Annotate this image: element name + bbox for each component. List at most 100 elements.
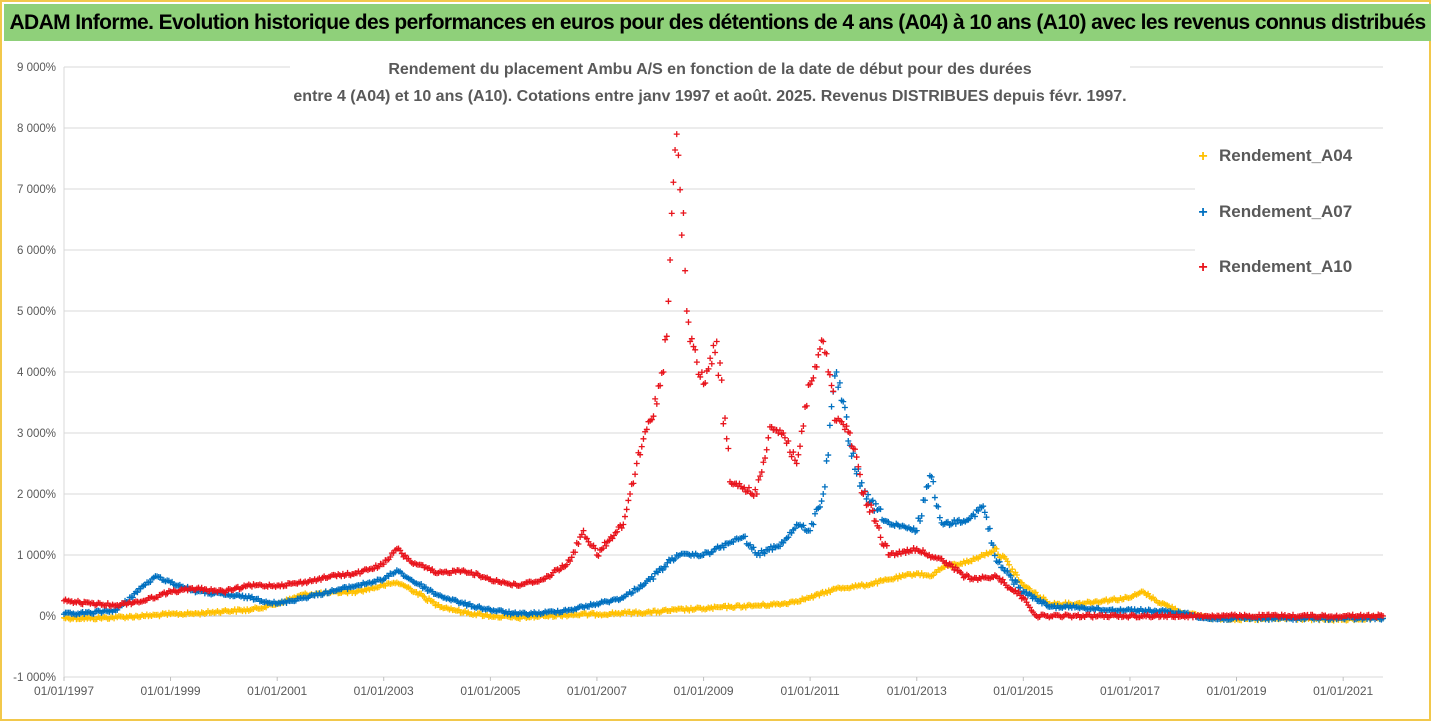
data-point: [726, 539, 733, 546]
series-rendement_a10: [61, 131, 1386, 621]
scatter-mark: [129, 594, 136, 601]
legend-label-a07: Rendement_A07: [1219, 202, 1353, 221]
scatter-mark: [747, 541, 754, 548]
data-point: [540, 576, 547, 583]
data-point: [967, 576, 974, 583]
scatter-mark: [675, 152, 682, 159]
report-banner: ADAM Informe. Evolution historique des p…: [4, 4, 1431, 41]
data-point: [980, 503, 987, 510]
scatter-mark: [697, 373, 704, 380]
data-point: [620, 594, 627, 601]
data-point: [433, 570, 440, 577]
scatter-mark: [869, 497, 876, 504]
data-point: [353, 582, 360, 589]
data-point: [114, 614, 121, 621]
scatter-mark: [952, 564, 959, 571]
data-point: [567, 606, 574, 613]
scatter-mark: [654, 569, 661, 576]
scatter-mark: [826, 371, 833, 378]
scatter-mark: [944, 518, 951, 525]
scatter-mark: [851, 446, 858, 453]
scatter-mark: [761, 550, 768, 557]
scatter-mark: [693, 359, 700, 366]
data-point: [673, 552, 680, 558]
scatter-mark: [996, 575, 1003, 582]
data-point: [593, 600, 600, 607]
data-point: [780, 600, 787, 607]
data-point: [740, 533, 747, 540]
scatter-mark: [831, 372, 838, 379]
scatter-mark: [752, 486, 759, 493]
scatter-mark: [1010, 581, 1017, 588]
scatter-mark: [625, 497, 632, 504]
data-point: [407, 585, 414, 592]
data-point: [780, 539, 787, 546]
gridlines: [63, 66, 1383, 678]
scatter-mark: [777, 543, 784, 550]
scatter-mark: [823, 350, 830, 357]
legend: + Rendement_A04 + Rendement_A07 + Rendement…: [1195, 138, 1385, 288]
scatter-mark: [795, 451, 802, 458]
data-point: [1126, 606, 1133, 613]
scatter-mark: [1028, 592, 1035, 599]
data-point: [993, 545, 1000, 552]
scatter-mark: [643, 426, 650, 433]
data-point: [940, 564, 947, 571]
scatter-mark: [921, 497, 928, 504]
y-tick-label: -1 000%: [13, 672, 56, 684]
scatter-mark: [952, 520, 959, 527]
scatter-mark: [816, 345, 823, 352]
scatter-mark: [872, 500, 879, 507]
data-point: [300, 594, 307, 601]
scatter-mark: [975, 508, 982, 515]
data-point: [793, 460, 800, 467]
scatter-mark: [763, 446, 770, 453]
scatter-mark: [769, 546, 776, 553]
data-point: [673, 131, 680, 138]
scatter-mark: [845, 437, 852, 444]
data-point: [647, 609, 654, 616]
data-point: [61, 597, 67, 604]
scatter-mark: [418, 581, 425, 588]
chart-title: Rendement du placement Ambu A/S en fonct…: [290, 56, 1130, 110]
scatter-mark: [930, 478, 937, 485]
data-point: [886, 576, 893, 583]
data-point: [1153, 597, 1160, 604]
data-point: [393, 567, 400, 574]
scatter-mark: [1009, 566, 1016, 573]
data-point: [220, 588, 227, 595]
y-tick-label: 7 000%: [17, 184, 56, 196]
scatter-mark: [664, 559, 671, 566]
scatter-mark: [147, 578, 154, 585]
legend-item-a10: + Rendement_A10: [1195, 253, 1352, 281]
scatter-mark: [638, 443, 645, 450]
data-point: [274, 582, 281, 589]
scatter-mark: [812, 510, 819, 517]
scatter-mark: [1013, 572, 1020, 579]
scatter-mark: [760, 459, 767, 466]
data-point: [380, 582, 387, 589]
scatter-mark: [708, 360, 715, 367]
data-point: [807, 594, 814, 601]
data-point: [140, 582, 147, 589]
data-point: [820, 338, 827, 345]
scatter-mark: [798, 428, 805, 435]
data-point: [660, 369, 667, 375]
data-point: [780, 430, 787, 436]
data-point: [833, 585, 840, 592]
data-point: [913, 527, 920, 534]
data-point: [1073, 613, 1080, 619]
scatter-mark: [828, 403, 835, 410]
scatter-mark: [943, 559, 950, 566]
scatter-mark: [1017, 592, 1024, 599]
scatter-mark: [925, 482, 932, 489]
scatter-mark: [841, 404, 848, 411]
x-tick-label: 01/01/2017: [1100, 684, 1160, 698]
plus-marker-icon: +: [1198, 259, 1208, 276]
scatter-mark: [606, 537, 613, 544]
scatter-mark: [1032, 589, 1039, 596]
scatter-mark: [680, 209, 687, 216]
scatter-mark: [717, 359, 724, 366]
plus-marker-icon: +: [1198, 148, 1208, 165]
data-point: [793, 521, 800, 528]
